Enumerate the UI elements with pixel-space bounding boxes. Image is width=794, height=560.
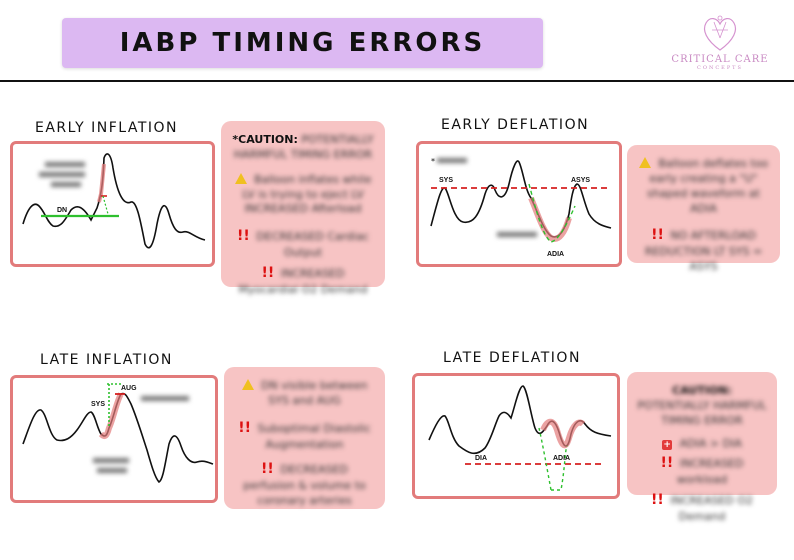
first-aid-icon: + — [662, 439, 673, 450]
asterisk-mark: * — [431, 157, 435, 166]
early-deflation-label-asys: ASYS — [571, 177, 590, 184]
late-inflation-title: LATE INFLATION — [40, 352, 173, 368]
early-deflation-label-adia: ADIA — [547, 251, 564, 258]
early-deflation-chart: * SYS ASYS ADIA — [416, 141, 622, 267]
alert-icon: !! — [261, 461, 274, 478]
early-inflation-label-dn: DN — [57, 207, 67, 214]
late-deflation-label-dia: DIA — [475, 455, 487, 462]
late-deflation-chart: DIA ADIA — [412, 373, 620, 499]
early-deflation-title: EARLY DEFLATION — [441, 117, 590, 133]
late-deflation-bullet-1: INCREASED workload — [676, 457, 744, 487]
late-inflation-bullet-1: Suboptimal Diastolic Augmentation — [257, 421, 371, 451]
warning-icon — [234, 172, 247, 184]
late-inflation-note: DN visible between SYS and AUG !! Subopt… — [224, 367, 385, 509]
brand-logo: CRITICAL CARE CONCEPTS — [670, 12, 770, 78]
early-inflation-caution-label: *CAUTION: — [232, 133, 298, 146]
early-deflation-bullet-1: NO AFTERLOAD REDUCTION LT SYS = ASYS — [644, 229, 763, 274]
late-deflation-title: LATE DEFLATION — [443, 350, 581, 366]
alert-icon: !! — [237, 228, 250, 245]
late-inflation-warning-text: DN visible between SYS and AUG — [261, 379, 368, 407]
logo-name: CRITICAL CARE — [671, 54, 769, 65]
early-inflation-title: EARLY INFLATION — [35, 120, 179, 136]
early-deflation-green-dashed — [528, 183, 576, 243]
late-inflation-blurred-labels — [93, 396, 189, 473]
late-deflation-bullet-2: INCREASED O2 Demand — [670, 494, 754, 523]
early-deflation-note: Balloon deflates too early creating a "U… — [627, 145, 780, 273]
late-deflation-waveform — [428, 385, 612, 455]
late-inflation-label-aug: AUG — [121, 385, 137, 392]
early-inflation-chart: DN — [10, 141, 215, 267]
early-inflation-caution-text: POTENTIALLY HARMFUL TIMING ERROR — [233, 133, 374, 161]
alert-icon: !! — [660, 455, 674, 472]
early-inflation-blurred-labels — [39, 162, 85, 187]
early-deflation-waveform — [430, 160, 612, 238]
early-inflation-waveform — [22, 153, 206, 249]
late-deflation-label-adia: ADIA — [553, 455, 570, 462]
late-inflation-bullet-2: DECREASED perfusion & volume to coronary… — [243, 463, 366, 508]
heart-icon — [703, 15, 737, 51]
warning-icon — [241, 379, 254, 390]
late-inflation-highlight — [98, 392, 124, 439]
early-inflation-highlight — [97, 163, 106, 203]
alert-icon: !! — [261, 264, 275, 281]
late-deflation-green-dashed — [538, 427, 568, 491]
late-deflation-caution-label: CAUTION: — [672, 384, 732, 397]
alert-icon: !! — [650, 492, 664, 509]
early-deflation-label-sys: SYS — [439, 177, 453, 184]
logo-subtitle: CONCEPTS — [697, 65, 743, 71]
title-banner: IABP TIMING ERRORS — [62, 18, 543, 68]
late-inflation-chart: SYS AUG — [10, 375, 218, 503]
early-inflation-warning-text: Balloon inflates while LV is trying to e… — [242, 172, 372, 216]
early-inflation-note: *CAUTION: POTENTIALLY HARMFUL TIMING ERR… — [221, 121, 385, 296]
header-divider — [0, 80, 794, 82]
warning-icon — [638, 157, 651, 168]
late-inflation-label-sys: SYS — [91, 401, 105, 408]
late-deflation-note: CAUTION: POTENTIALLY HARMFUL TIMING ERRO… — [627, 372, 777, 523]
alert-icon: !! — [238, 419, 252, 436]
alert-icon: !! — [651, 227, 664, 244]
early-deflation-blurred-labels — [437, 158, 537, 237]
late-deflation-highlight — [540, 418, 586, 449]
early-deflation-warning-text: Balloon deflates too early creating a "U… — [647, 157, 769, 215]
late-deflation-caution-text: POTENTIALLY HARMFUL TIMING ERROR — [637, 398, 767, 427]
page-title: IABP TIMING ERRORS — [119, 28, 486, 58]
early-inflation-bullet-2: INCREASED Myocardial O2 Demand — [238, 266, 368, 296]
early-inflation-bullet-1: DECREASED Cardiac Output — [256, 230, 369, 260]
late-deflation-icon-text: ADIA > DIA — [679, 436, 742, 450]
early-inflation-dotted-drop — [102, 195, 109, 215]
